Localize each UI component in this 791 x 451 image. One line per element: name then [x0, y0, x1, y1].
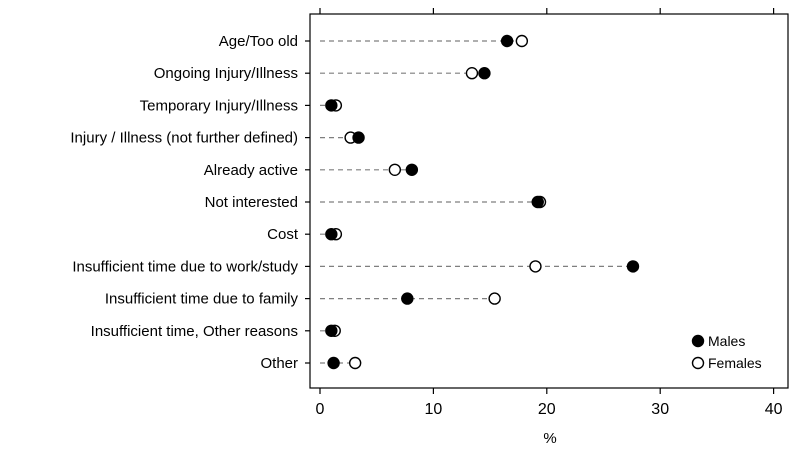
point-males	[352, 131, 365, 144]
point-females	[465, 66, 479, 80]
category-label: Temporary Injury/Illness	[140, 97, 298, 114]
x-axis-title: %	[543, 430, 556, 447]
x-tick-label: 30	[651, 401, 669, 418]
data-points	[325, 34, 640, 370]
category-label: Ongoing Injury/Illness	[154, 65, 298, 82]
category-label: Cost	[267, 226, 299, 243]
point-males	[325, 227, 338, 241]
point-males	[405, 163, 419, 177]
x-tick-label: 10	[425, 401, 443, 418]
point-males	[500, 34, 514, 48]
legend-label-females: Females	[708, 355, 762, 371]
legend-marker-females	[691, 356, 705, 370]
category-label: Insufficient time due to family	[105, 291, 299, 308]
legend-marker-males	[691, 334, 705, 348]
legend: Males Females	[691, 333, 762, 371]
point-females	[515, 34, 529, 48]
x-tick-label: 0	[316, 401, 325, 418]
category-label: Insufficient time, Other reasons	[91, 323, 298, 340]
point-females	[488, 292, 501, 305]
point-males	[531, 195, 544, 209]
category-label: Insufficient time due to work/study	[72, 258, 298, 275]
point-males	[325, 99, 338, 112]
x-tick-label: 40	[765, 401, 783, 418]
category-label: Not interested	[205, 194, 298, 211]
point-females	[388, 163, 402, 177]
point-females	[348, 356, 362, 370]
point-males	[478, 66, 491, 80]
point-females	[529, 260, 542, 273]
category-label: Already active	[204, 162, 298, 179]
category-labels: Age/Too old Ongoing Injury/Illness Tempora…	[70, 33, 298, 372]
legend-label-males: Males	[708, 333, 745, 349]
category-label: Age/Too old	[219, 33, 298, 50]
x-tick-label: 20	[538, 401, 556, 418]
category-label: Injury / Illness (not further defined)	[70, 130, 298, 147]
x-axis-ticks: 0 10 20 30 40	[305, 8, 783, 418]
category-label: Other	[260, 355, 298, 372]
point-males	[401, 292, 414, 305]
plot-frame	[309, 13, 789, 389]
point-males	[325, 324, 338, 337]
connector-lines	[320, 40, 633, 364]
point-males	[327, 356, 340, 370]
point-males	[626, 260, 640, 273]
